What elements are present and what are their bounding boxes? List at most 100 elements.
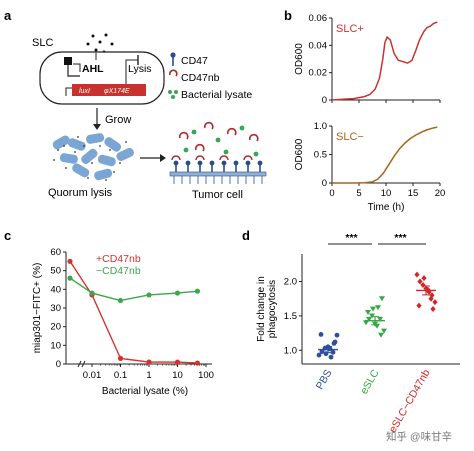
- lysis-label: Lysis: [128, 63, 152, 75]
- tumor-label: Tumor cell: [192, 189, 243, 201]
- x-tick-label: 0.1: [114, 370, 127, 381]
- data-point: [430, 306, 436, 312]
- panel-c: c 0 10 20 30 40 50 60 0.01 0.1 1 10 100 Bacterial ly…: [4, 228, 214, 397]
- y-axis-label-line2: phagocytosis: [267, 280, 278, 338]
- legend-entry: −CD47nb: [96, 265, 141, 277]
- legend-cd47: CD47: [181, 55, 208, 67]
- y-tick-label: 60: [50, 247, 61, 258]
- panel-b: b 0 0.02 0.04 0.06 OD600 SLC+ 0 0.5 1.0 0 5 10 15 20…: [284, 8, 445, 213]
- series-line: [331, 21, 438, 101]
- data-point: [416, 302, 422, 309]
- category-label: eSLC−CD47nb: [387, 367, 433, 435]
- gene-luxI-box: [72, 84, 100, 96]
- data-point: [194, 360, 201, 366]
- x-axis-label: Bacterial lysate (%): [102, 386, 188, 397]
- panel-a-letter: a: [4, 8, 12, 23]
- data-point: [67, 275, 73, 281]
- chart-b-slc-minus: 0 0.5 1.0 0 5 10 15 20 Time (h) OD600 SLC−: [294, 121, 445, 213]
- y-tick-label: 50: [50, 266, 61, 277]
- grow-label: Grow: [105, 114, 131, 126]
- data-point: [366, 316, 372, 322]
- series-line: [69, 277, 198, 302]
- data-point: [414, 271, 420, 278]
- data-point: [194, 288, 201, 294]
- gene-phi-box: [100, 84, 146, 96]
- y-tick-label: 30: [50, 303, 61, 314]
- data-point: [330, 349, 336, 355]
- significance-label: ***: [345, 232, 358, 244]
- data-point: [67, 258, 73, 264]
- data-point: [316, 352, 322, 358]
- y-tick-label: 2.0: [284, 277, 297, 288]
- y-tick-label: 0.04: [309, 40, 328, 51]
- data-point: [334, 332, 340, 338]
- x-tick-label: 5: [356, 188, 361, 199]
- data-point: [381, 328, 387, 334]
- data-point: [89, 290, 95, 296]
- x-tick-label: 20: [435, 188, 446, 199]
- gene-luxI-label: luxI: [79, 88, 90, 95]
- y-axis-label-line1: Fold change in: [256, 276, 267, 342]
- legend-lysate: Bacterial lysate: [181, 89, 252, 101]
- data-point: [174, 359, 181, 365]
- panel-d-letter: d: [242, 228, 250, 243]
- data-point: [378, 332, 384, 338]
- data-point: [428, 295, 434, 302]
- x-tick-label: 100: [198, 370, 214, 381]
- chart-c-lysate: 0 10 20 30 40 50 60 0.01 0.1 1 10 100 Bacterial lysa…: [32, 247, 214, 397]
- quorum-bacteria-cluster: [52, 133, 134, 181]
- y-tick-label: 10: [50, 340, 61, 351]
- chart-title: SLC+: [336, 23, 364, 35]
- panel-b-letter: b: [284, 8, 292, 23]
- cd47-icon: [170, 52, 176, 58]
- y-tick-label: 0: [322, 95, 327, 106]
- data-point: [174, 290, 181, 296]
- data-point: [146, 292, 152, 298]
- y-axis-label: OD600: [294, 138, 305, 170]
- panel-a: a SLC AHL Lysis luxI φX174E CD47: [4, 8, 267, 201]
- regulator-line: [67, 60, 80, 77]
- category-label: PBS: [314, 368, 335, 392]
- y-tick-label: 40: [50, 284, 61, 295]
- data-point: [365, 310, 371, 316]
- data-point: [377, 316, 383, 322]
- y-tick-label: 1.5: [284, 311, 297, 322]
- x-tick-label: 10: [172, 370, 183, 381]
- luxR-box: [64, 57, 72, 65]
- data-point: [146, 359, 152, 365]
- significance-label: ***: [394, 232, 407, 244]
- data-point: [432, 299, 438, 306]
- x-axis-label: Time (h): [368, 202, 405, 213]
- y-axis-label: miap301−FITC+ (%): [32, 263, 43, 354]
- data-point: [319, 349, 325, 355]
- slc-label: SLC: [32, 37, 53, 49]
- legend-entry: +CD47nb: [96, 253, 141, 265]
- category-label: eSLC: [358, 367, 382, 396]
- y-tick-label: 20: [50, 322, 61, 333]
- y-tick-label: 1.0: [314, 121, 327, 132]
- y-axis-label: OD600: [294, 43, 305, 75]
- data-point: [363, 320, 369, 326]
- tumor-cell-illustration: [169, 121, 267, 184]
- y-tick-label: 0.06: [309, 13, 328, 24]
- series-line: [332, 126, 438, 184]
- data-point: [117, 355, 124, 361]
- x-tick-label: 1: [146, 370, 151, 381]
- ahl-label: AHL: [82, 63, 104, 75]
- data-point: [332, 339, 338, 345]
- panel-a-legend: CD47 CD47nb Bacterial lysate: [168, 52, 252, 101]
- data-point: [375, 305, 381, 311]
- series-line: [69, 260, 198, 364]
- data-point: [369, 313, 375, 319]
- ahl-dots: [86, 33, 114, 54]
- gene-phi-label: φX174E: [104, 88, 130, 95]
- panel-c-letter: c: [4, 228, 11, 243]
- y-tick-label: 0.02: [309, 68, 328, 79]
- data-point: [379, 296, 385, 302]
- data-point: [370, 306, 376, 312]
- lysate-icon: [168, 90, 178, 99]
- data-point: [318, 332, 324, 337]
- data-point: [117, 297, 124, 304]
- y-tick-label: 0: [56, 359, 61, 370]
- chart-b-slc-plus: 0 0.02 0.04 0.06 OD600 SLC+: [294, 13, 441, 106]
